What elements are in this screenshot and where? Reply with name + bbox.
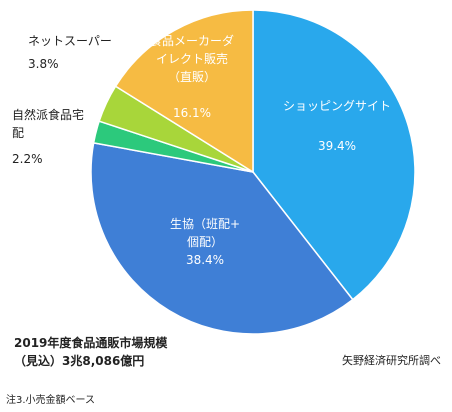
slice-label-1: 生協（班配+個配） [170,216,240,249]
source-credit: 矢野経済研究所調べ [342,354,441,367]
slice-label-0: ショッピングサイト [283,99,391,113]
pie-slice-0 [252,9,416,301]
slice-label-4: 食品メーカーダイレクト販売（直販） [150,33,234,84]
slice-value-3: 3.8% [28,57,59,71]
slice-value-4: 16.1% [173,106,211,120]
chart-subtitle-line: （見込）3兆8,086億円 [14,354,145,368]
slice-value-2: 2.2% [12,152,43,166]
pie-slice-4 [114,9,254,174]
pie-chart: ショッピングサイト 39.4% 生協（班配+個配） 38.4% 自然派食品宅配 2.2% ネ… [12,9,416,335]
slice-value-1: 38.4% [186,253,224,267]
slice-label-2: 自然派食品宅配 [12,107,84,140]
chart-title: 2019年度食品通販市場規模 （見込）3兆8,086億円 [14,334,167,370]
footnote: 注3.小売金額ベース [6,395,96,406]
slice-label-3: ネットスーパー [28,34,112,48]
pie-slice-1 [90,141,354,335]
chart-title-line: 2019年度食品通販市場規模 [14,336,168,350]
slice-value-0: 39.4% [318,139,356,153]
